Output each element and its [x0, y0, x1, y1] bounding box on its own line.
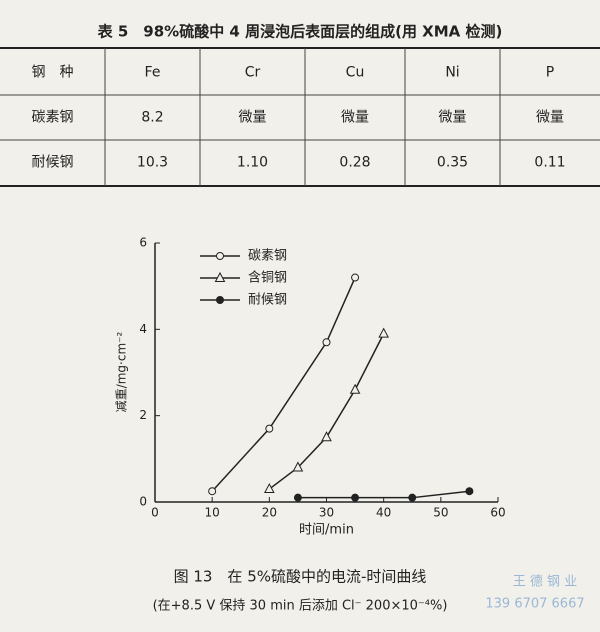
y-tick-label: 6	[139, 236, 147, 250]
marker	[465, 487, 474, 496]
table-cell: 微量	[341, 110, 369, 126]
table-cell: 8.2	[141, 110, 163, 126]
marker	[322, 338, 331, 347]
table-cell: 微量	[536, 110, 564, 126]
x-tick-label: 60	[490, 506, 505, 520]
marker	[264, 482, 275, 494]
table-cell: 1.10	[237, 155, 268, 171]
y-axis-label: 减重/mg·cm⁻²	[115, 332, 129, 413]
table-cell: 0.35	[437, 155, 468, 171]
marker	[351, 273, 360, 282]
marker	[351, 493, 360, 502]
table-cell: Fe	[145, 65, 161, 81]
marker	[208, 487, 217, 496]
marker	[378, 327, 389, 338]
legend-label: 碳素钢	[248, 249, 287, 264]
table-cell: 钢 种	[32, 65, 74, 81]
x-tick-label: 20	[262, 506, 277, 520]
legend-marker	[216, 252, 224, 260]
watermark: 139 6707 6667	[485, 597, 584, 612]
table-cell: 微量	[239, 110, 267, 126]
watermark: 王 德 钢 业	[513, 575, 577, 590]
marker	[408, 493, 417, 502]
x-tick-label: 50	[433, 506, 448, 520]
y-tick-label: 0	[139, 495, 147, 509]
table-cell: 耐候钢	[32, 155, 74, 171]
marker	[349, 383, 361, 394]
marker	[292, 461, 304, 472]
table-cell: Cr	[245, 65, 261, 81]
table-cell: Ni	[445, 65, 459, 81]
table-cell: Cu	[346, 65, 365, 81]
x-tick-label: 10	[205, 506, 220, 520]
table-cell: 微量	[439, 110, 467, 126]
table-cell: 10.3	[137, 155, 168, 171]
x-axis-label: 时间/min	[299, 523, 354, 538]
marker	[293, 493, 302, 502]
legend-marker	[214, 271, 226, 282]
x-tick-label: 0	[151, 506, 159, 520]
figure-caption: 图 13 在 5%硫酸中的电流-时间曲线	[174, 568, 427, 586]
table-cell: 碳素钢	[32, 110, 74, 126]
table-cell: 0.11	[534, 155, 565, 171]
series-line	[297, 490, 470, 499]
figure-note: (在+8.5 V 保持 30 min 后添加 Cl⁻ 200×10⁻⁴%)	[153, 599, 448, 614]
legend-label: 耐候钢	[248, 293, 287, 308]
table-title: 表 5 98%硫酸中 4 周浸泡后表面层的组成(用 XMA 检测)	[98, 23, 503, 41]
series-line	[268, 333, 385, 490]
x-tick-label: 30	[319, 506, 334, 520]
table-cell: P	[546, 65, 554, 81]
y-tick-label: 2	[139, 408, 147, 422]
marker	[265, 424, 274, 433]
table-cell: 0.28	[339, 155, 370, 171]
plot-area	[211, 277, 470, 499]
legend-label: 含铜钢	[248, 270, 287, 286]
legend-marker	[216, 296, 224, 304]
y-tick-label: 4	[139, 322, 147, 336]
series-line	[211, 277, 356, 492]
marker	[321, 431, 332, 442]
x-tick-label: 40	[376, 506, 391, 520]
